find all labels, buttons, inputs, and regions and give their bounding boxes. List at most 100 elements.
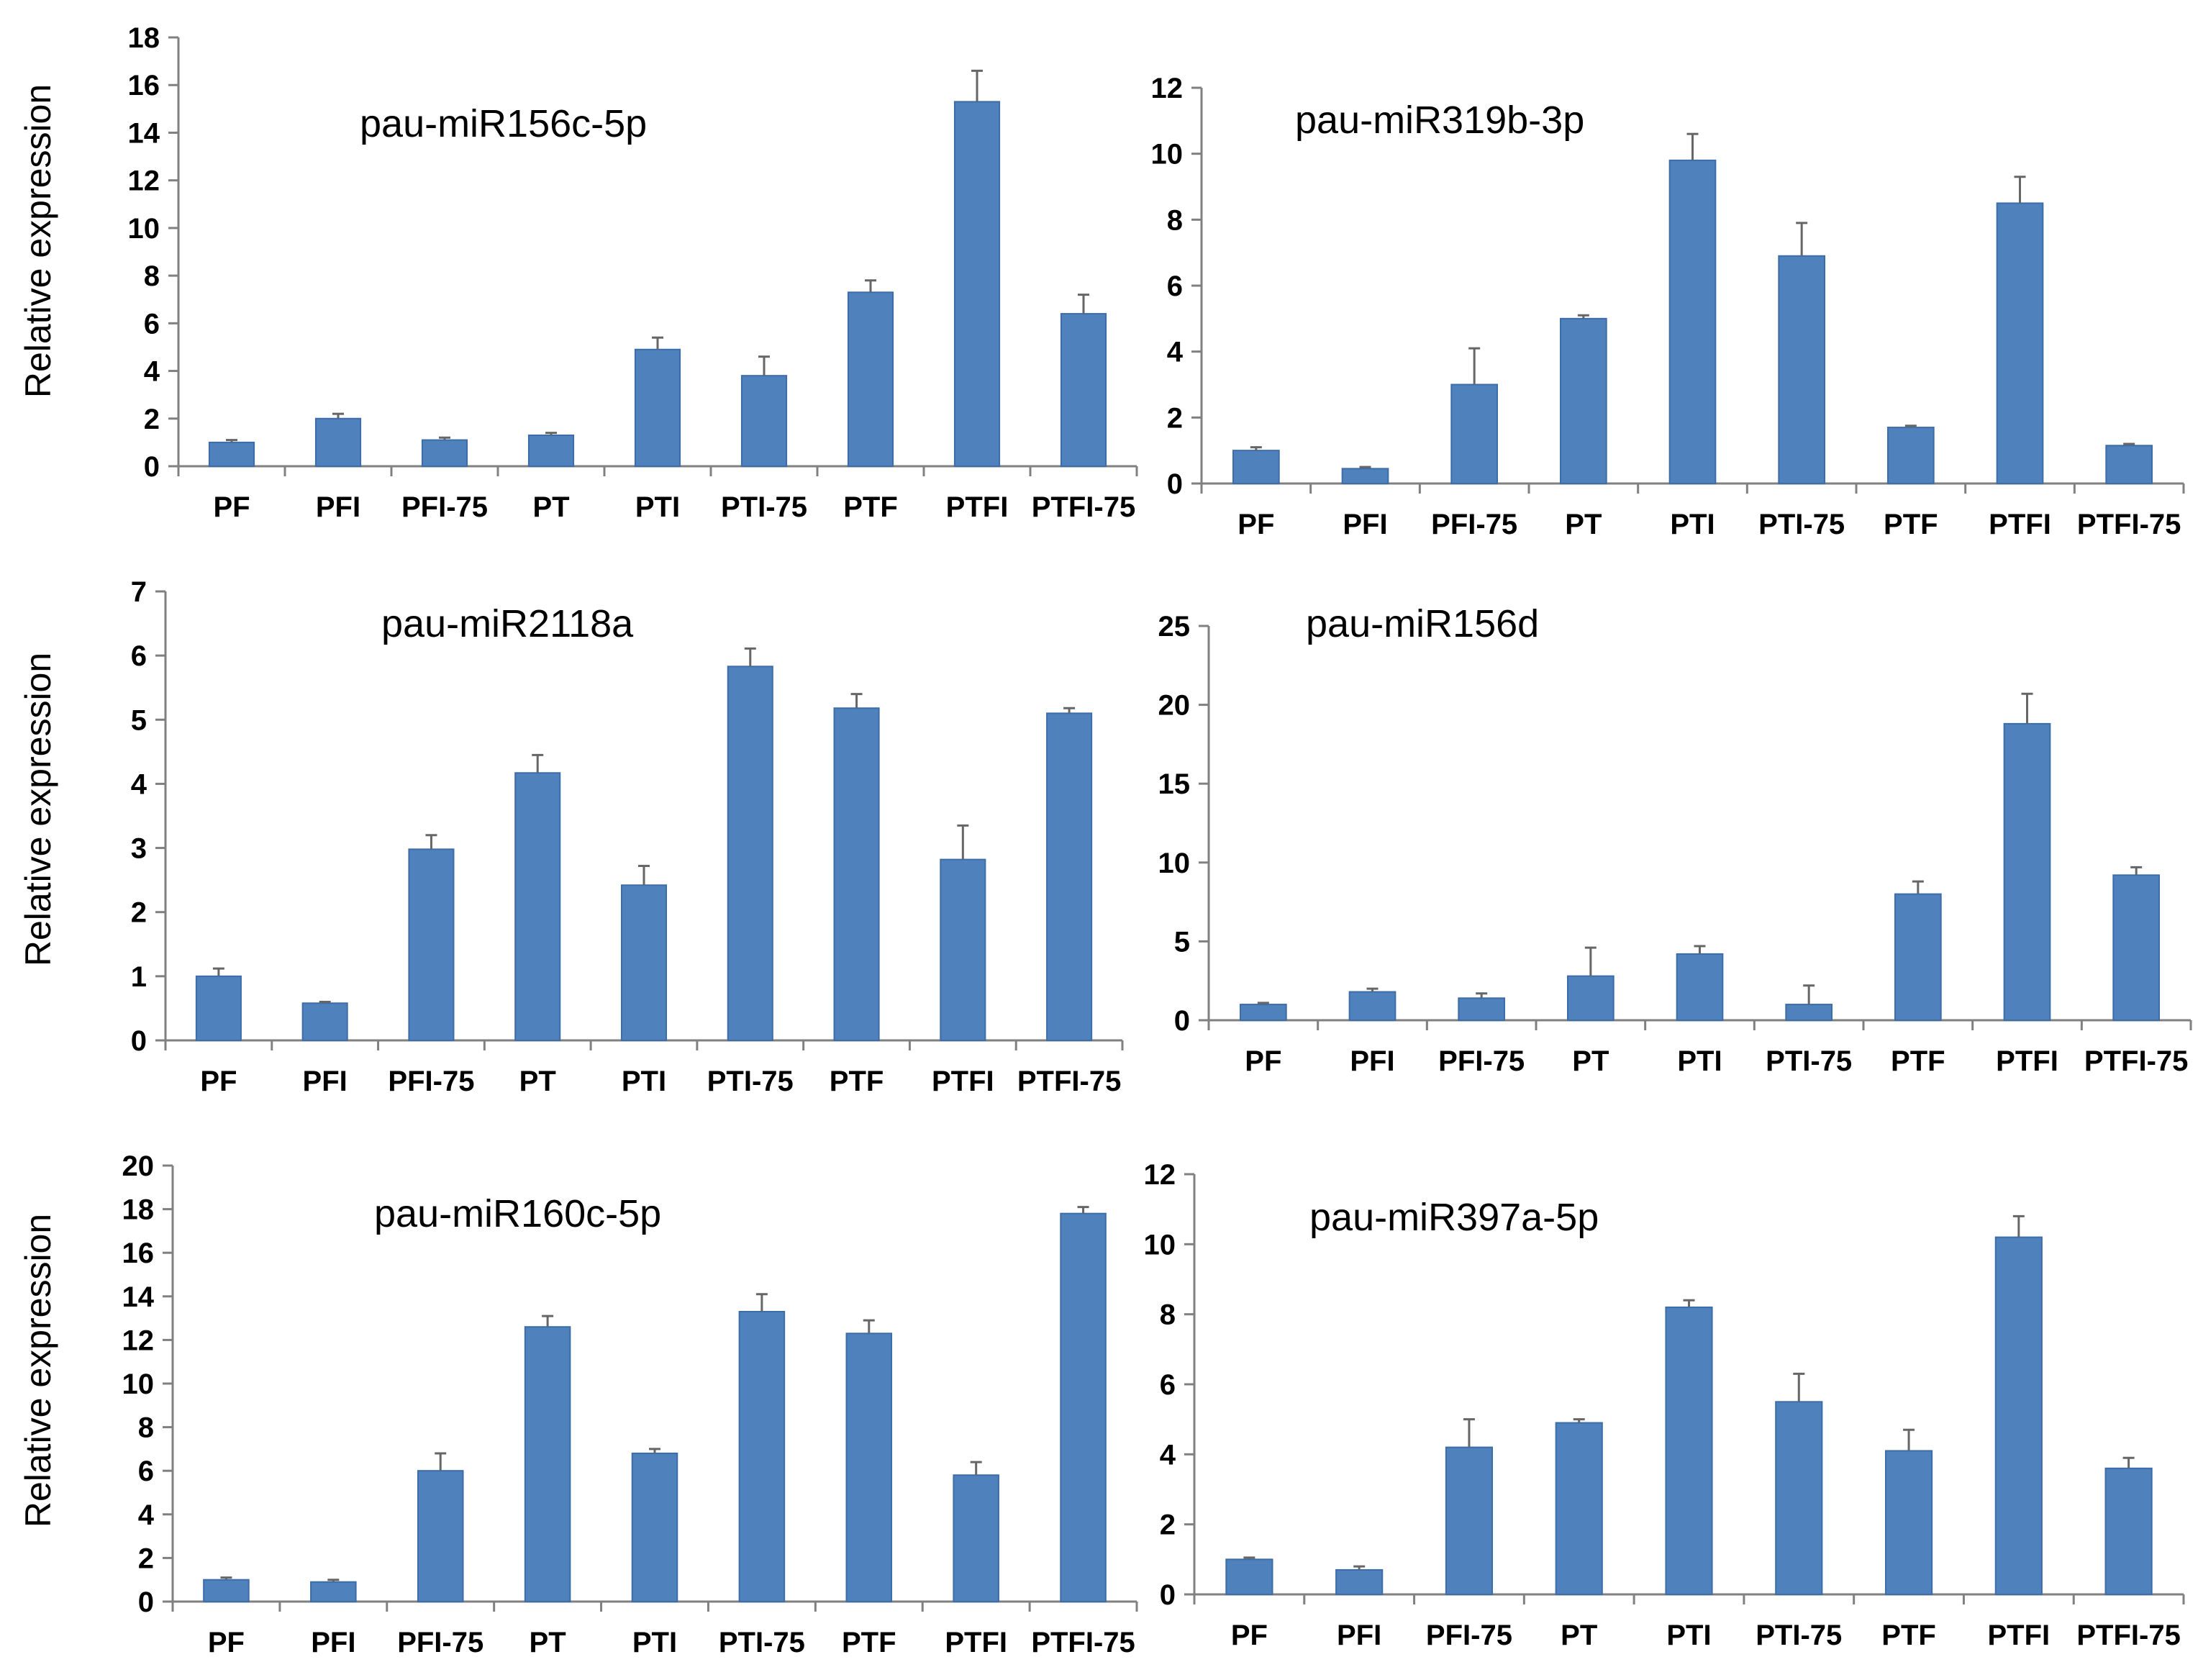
bar-pt xyxy=(1559,317,1607,485)
x-tick-label: PTFI xyxy=(1996,1045,2058,1077)
x-tick-label: PTI xyxy=(622,1066,666,1097)
bar-pti-75 xyxy=(1785,1004,1833,1021)
y-tick-label: 4 xyxy=(1160,1439,1176,1471)
y-tick-label: 10 xyxy=(1144,1229,1176,1261)
y-axis-label: Relative expression xyxy=(18,653,58,966)
y-tick-label: 12 xyxy=(128,165,160,197)
y-tick-label: 3 xyxy=(131,833,147,865)
x-tick-label: PTI-75 xyxy=(707,1066,794,1097)
x-tick-label: PFI-75 xyxy=(388,1066,474,1097)
x-tick-label: PFI xyxy=(1350,1045,1394,1077)
y-axis-label: Relative expression xyxy=(18,1214,58,1527)
x-tick-label: PFI-75 xyxy=(1431,509,1517,540)
y-tick-label: 18 xyxy=(128,22,160,54)
x-tick-label: PTF xyxy=(830,1066,884,1097)
y-tick-label: 4 xyxy=(138,1499,155,1531)
y-tick-label: 15 xyxy=(1158,768,1191,800)
bar-pfi-75 xyxy=(408,848,455,1041)
y-tick-label: 0 xyxy=(138,1586,154,1618)
y-tick-label: 12 xyxy=(122,1325,155,1356)
bar-pfi xyxy=(1348,991,1397,1021)
y-tick-label: 0 xyxy=(144,451,160,483)
bar-pt xyxy=(1555,1422,1603,1595)
bar-ptf xyxy=(1886,427,1935,484)
x-tick-label: PFI xyxy=(1343,509,1387,540)
bar-pfi-75 xyxy=(421,439,468,467)
chart-title: pau-miR160c-5p xyxy=(374,1192,661,1235)
bar-pfi-75 xyxy=(417,1470,464,1602)
chart-title: pau-miR397a-5p xyxy=(1309,1196,1599,1239)
chart-panel-1: 0 2 4 6 8 10 12 14 16 18 PF PFI PFI-75 PT PTI PTI-75 PTF… xyxy=(18,22,1138,523)
x-tick-label: PTI xyxy=(1666,1620,1711,1651)
y-tick-label: 4 xyxy=(1167,337,1184,368)
y-tick-label: 18 xyxy=(122,1194,155,1226)
bar-pf xyxy=(1239,1004,1287,1021)
bar-ptf xyxy=(1894,893,1942,1022)
x-tick-label: PT xyxy=(532,491,569,523)
y-tick-label: 25 xyxy=(1158,611,1191,643)
y-tick-label: 6 xyxy=(131,640,147,672)
x-tick-label: PT xyxy=(1561,1620,1597,1651)
bar-pf xyxy=(1225,1558,1273,1595)
y-tick-label: 1 xyxy=(131,961,147,993)
bar-pt xyxy=(514,772,561,1041)
bar-pfi-75 xyxy=(1458,997,1506,1022)
x-tick-label: PTI-75 xyxy=(721,491,807,523)
chart-title: pau-miR156c-5p xyxy=(360,102,647,145)
y-tick-label: 2 xyxy=(144,404,160,435)
bar-pt xyxy=(527,434,575,468)
bar-pti xyxy=(634,348,681,467)
bar-ptfi-75 xyxy=(1060,313,1107,468)
x-tick-label: PTF xyxy=(1881,1620,1936,1651)
x-tick-label: PFI xyxy=(311,1627,355,1658)
y-tick-label: 8 xyxy=(138,1412,154,1444)
y-tick-label: 10 xyxy=(128,213,160,245)
bar-ptfi xyxy=(2003,722,2051,1021)
x-tick-label: PTI xyxy=(1670,509,1715,540)
y-tick-label: 6 xyxy=(144,308,160,340)
bar-ptfi-75 xyxy=(1060,1212,1107,1603)
x-tick-label: PFI xyxy=(1337,1620,1381,1651)
bar-pti-75 xyxy=(738,1311,786,1602)
y-tick-label: 6 xyxy=(1167,271,1183,302)
x-tick-label: PF xyxy=(1237,509,1274,540)
y-tick-label: 14 xyxy=(128,117,160,149)
x-tick-label: PT xyxy=(519,1066,556,1097)
x-tick-label: PTFI xyxy=(946,491,1009,523)
y-tick-label: 10 xyxy=(122,1368,155,1400)
bar-pfi xyxy=(1335,1568,1384,1596)
bar-pti-75 xyxy=(727,666,773,1041)
bar-ptfi-75 xyxy=(2105,445,2153,485)
x-tick-label: PF xyxy=(1231,1620,1268,1651)
bar-ptf xyxy=(847,291,894,467)
x-tick-label: PTI xyxy=(1677,1045,1722,1077)
x-tick-label: PF xyxy=(208,1627,245,1658)
x-tick-label: PTI xyxy=(632,1627,677,1658)
x-tick-label: PTI-75 xyxy=(1758,509,1845,540)
y-tick-label: 0 xyxy=(1167,468,1183,500)
y-tick-label: 0 xyxy=(1174,1005,1190,1037)
bar-pfi-75 xyxy=(1450,383,1499,484)
bar-pf xyxy=(1232,450,1280,485)
bar-pfi xyxy=(314,417,362,467)
x-tick-label: PT xyxy=(530,1627,566,1658)
x-tick-label: PFI-75 xyxy=(1426,1620,1512,1651)
bar-pti xyxy=(620,884,668,1041)
y-tick-label: 20 xyxy=(1158,690,1191,722)
y-tick-label: 2 xyxy=(1160,1509,1176,1541)
bar-pti-75 xyxy=(740,375,788,468)
bar-pti xyxy=(1668,159,1717,484)
y-tick-label: 10 xyxy=(1151,139,1184,171)
x-tick-label: PF xyxy=(1245,1045,1281,1077)
chart-panel-4: 0 5 10 15 20 25 PF PFI PFI-75 PT PTI PTI-75 PTF PTFI P… xyxy=(1158,602,2192,1077)
bar-pf xyxy=(195,975,242,1042)
y-tick-label: 2 xyxy=(1167,402,1183,434)
bar-ptfi-75 xyxy=(2112,874,2161,1022)
y-tick-label: 6 xyxy=(138,1456,154,1487)
bar-pf xyxy=(208,441,255,468)
bar-ptfi xyxy=(1996,202,2044,484)
x-tick-label: PTFI-75 xyxy=(2084,1045,2188,1077)
bar-ptfi xyxy=(940,858,986,1042)
x-tick-label: PTFI-75 xyxy=(2077,509,2181,540)
x-tick-label: PTI xyxy=(635,491,680,523)
